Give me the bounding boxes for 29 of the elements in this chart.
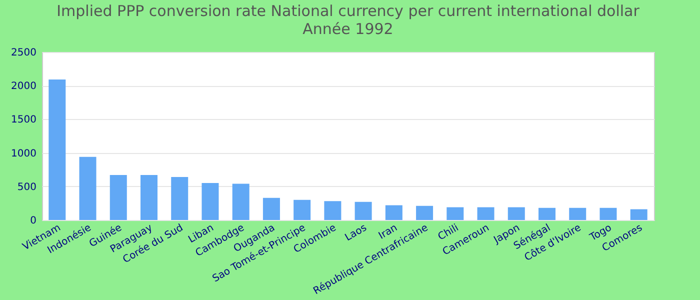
bar [48,80,66,220]
y-tick-label: 500 [17,182,36,193]
bar [171,176,188,220]
bar [202,183,219,220]
bar [294,200,311,220]
chart-title: Implied PPP conversion rate National currency per current international dollar [56,2,640,20]
y-tick-label: 1000 [11,148,36,160]
y-tick-label: 2500 [11,48,36,58]
bar [416,206,434,220]
chart-subtitle: Année 1992 [302,20,394,38]
bar [110,174,127,220]
x-tick-label: Laos [343,222,369,244]
y-tick-label: 1500 [11,114,36,126]
bar [262,198,280,220]
bar [79,156,96,220]
bar [508,207,525,220]
bar [324,201,342,220]
bar [477,207,494,220]
bar [140,174,158,220]
bar [354,202,372,220]
bar [385,205,402,220]
y-tick-label: 2000 [11,81,36,92]
bar [446,207,464,220]
bar [232,184,250,220]
bar [538,208,556,220]
bar [600,208,617,220]
bar [569,208,586,220]
bar [630,209,648,220]
y-tick-label: 0 [30,216,36,226]
